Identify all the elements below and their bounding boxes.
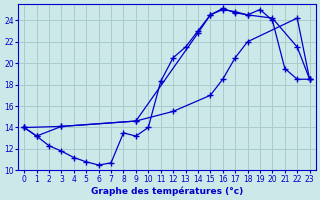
X-axis label: Graphe des températures (°c): Graphe des températures (°c) [91,186,243,196]
